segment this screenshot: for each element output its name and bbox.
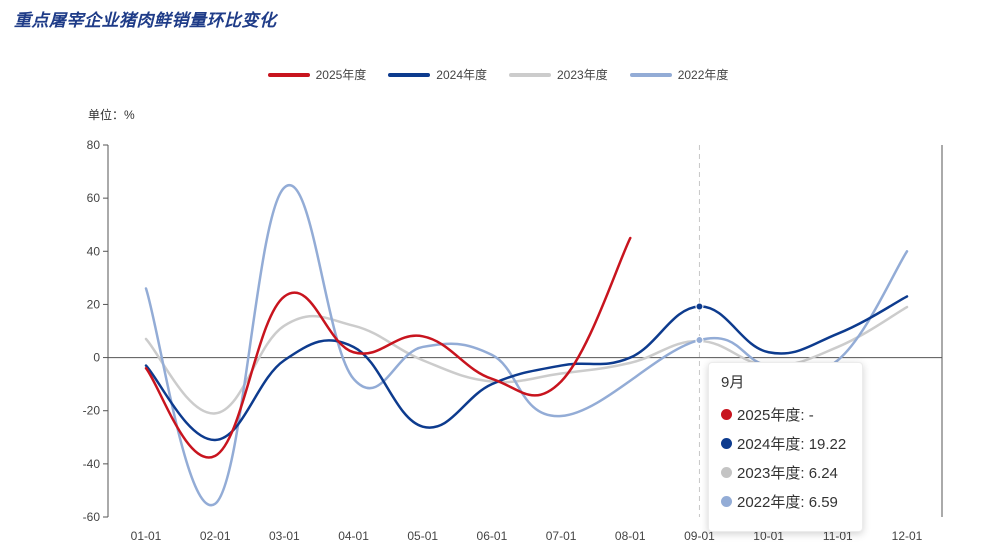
- x-tick-label: 09-01: [684, 529, 715, 543]
- tooltip-text-2025: 2025年度: -: [737, 407, 814, 424]
- legend: 2025年度 2024年度 2023年度 2022年度: [0, 66, 996, 83]
- y-tick-label: -20: [83, 404, 101, 418]
- chart-title: 重点屠宰企业猪肉鲜销量环比变化: [14, 11, 277, 31]
- legend-swatch-2023: [509, 72, 551, 77]
- legend-item-2023[interactable]: 2023年度: [509, 66, 608, 83]
- x-tick-label: 06-01: [477, 529, 508, 543]
- legend-item-2024[interactable]: 2024年度: [388, 66, 487, 83]
- x-tick-label: 12-01: [892, 529, 923, 543]
- hover-point-2024: [695, 302, 704, 311]
- tooltip-row-2024: 2024年度: 19.22: [721, 429, 862, 458]
- tooltip-text-2023: 2023年度: 6.24: [737, 465, 838, 482]
- series-line-2024: [144, 295, 909, 442]
- tooltip-dot-2025: [721, 409, 732, 420]
- legend-swatch-2025: [267, 72, 310, 77]
- x-tick-label: 05-01: [407, 529, 438, 543]
- tooltip-dot-2024: [721, 438, 732, 449]
- legend-swatch-2024: [388, 72, 431, 77]
- x-tick-label: 08-01: [615, 529, 646, 543]
- tooltip-dot-2023: [721, 467, 732, 478]
- legend-swatch-2022: [629, 72, 672, 77]
- legend-label-2022: 2022年度: [677, 68, 729, 82]
- x-tick-label: 11-01: [823, 529, 853, 543]
- x-tick-label: 02-01: [200, 529, 231, 543]
- y-tick-label: 40: [87, 244, 101, 258]
- unit-label: 单位：%: [88, 108, 135, 122]
- tooltip-title: 9月: [721, 374, 745, 391]
- y-tick-label: 0: [93, 351, 100, 365]
- tooltip-text-2022: 2022年度: 6.59: [737, 494, 838, 511]
- legend-item-2025[interactable]: 2025年度: [267, 66, 367, 83]
- legend-label-2025: 2025年度: [315, 68, 367, 82]
- y-tick-label: 20: [87, 297, 101, 311]
- y-tick-label: -60: [83, 510, 101, 524]
- tooltip-row-2022: 2022年度: 6.59: [721, 487, 862, 516]
- legend-item-2022[interactable]: 2022年度: [629, 66, 729, 83]
- tooltip-text-2024: 2024年度: 19.22: [737, 436, 847, 453]
- x-tick-label: 01-01: [131, 529, 162, 543]
- tooltip-dot-2022: [721, 496, 732, 507]
- hover-point-2022: [695, 336, 704, 345]
- x-tick-label: 07-01: [546, 529, 577, 543]
- x-tick-label: 10-01: [753, 529, 784, 543]
- x-tick-label: 04-01: [338, 529, 369, 543]
- legend-label-2024: 2024年度: [436, 68, 487, 82]
- tooltip: 9月 2025年度: - 2024年度: 19.22 2023年度: 6.24 …: [708, 362, 863, 532]
- y-tick-label: 80: [87, 138, 101, 152]
- tooltip-row-2025: 2025年度: -: [721, 400, 862, 429]
- y-tick-label: 60: [87, 191, 101, 205]
- y-tick-label: -40: [83, 457, 101, 471]
- x-tick-label: 03-01: [269, 529, 300, 543]
- series-line-2025: [144, 236, 632, 459]
- tooltip-row-2023: 2023年度: 6.24: [721, 458, 862, 487]
- legend-label-2023: 2023年度: [557, 68, 608, 82]
